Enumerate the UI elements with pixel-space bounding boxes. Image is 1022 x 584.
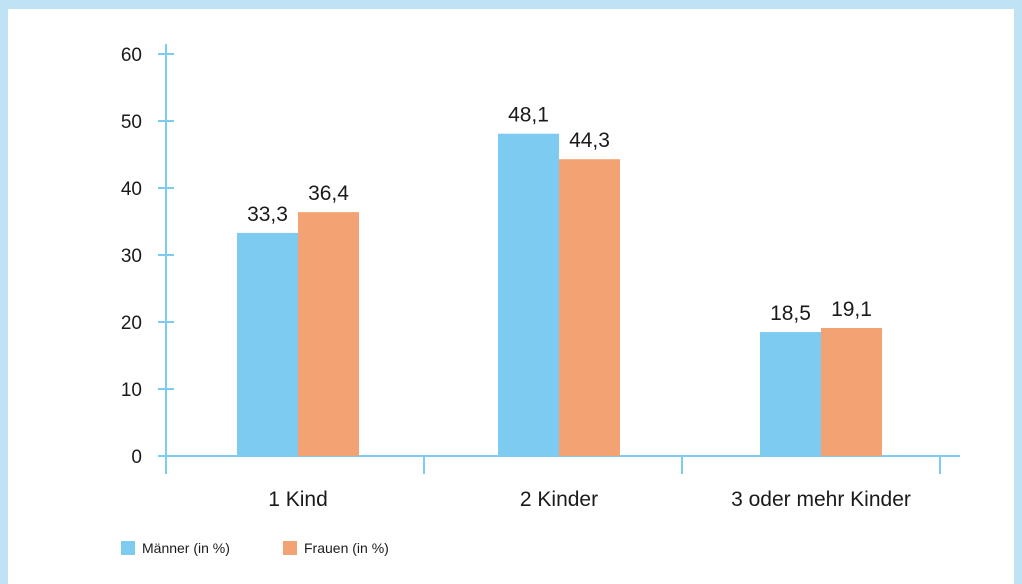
- category-label: 1 Kind: [268, 488, 328, 511]
- data-label: 18,5: [770, 302, 811, 325]
- category-label: 2 Kinder: [520, 488, 598, 511]
- bar: [298, 212, 359, 456]
- legend-swatch: [283, 541, 297, 555]
- chart-panel: 0 10 20 30 40 50 60 33,3 36,4 1 Kind 48,1 44,3 2 Kin…: [8, 9, 1014, 584]
- y-tick-label: 60: [121, 45, 142, 66]
- legend-swatch: [121, 541, 135, 555]
- data-label: 33,3: [247, 203, 288, 226]
- data-label: 19,1: [831, 298, 872, 321]
- category-label: 3 oder mehr Kinder: [731, 488, 911, 511]
- bar: [821, 328, 882, 456]
- y-tick-label: 30: [121, 246, 142, 267]
- data-label: 44,3: [569, 129, 610, 152]
- legend-label: Männer (in %): [142, 540, 230, 556]
- bar: [559, 159, 620, 456]
- y-tick-label: 50: [121, 112, 142, 133]
- bar: [237, 233, 298, 456]
- y-tick-label: 40: [121, 179, 142, 200]
- bar-chart: 0 10 20 30 40 50 60 33,3 36,4 1 Kind 48,1 44,3 2 Kin…: [8, 9, 1014, 584]
- bar: [760, 332, 821, 456]
- legend-label: Frauen (in %): [304, 540, 389, 556]
- y-tick-label: 20: [121, 313, 142, 334]
- bar: [498, 134, 559, 456]
- data-label: 48,1: [508, 104, 549, 127]
- data-label: 36,4: [308, 182, 349, 205]
- y-tick-label: 0: [131, 447, 142, 468]
- y-tick-label: 10: [121, 380, 142, 401]
